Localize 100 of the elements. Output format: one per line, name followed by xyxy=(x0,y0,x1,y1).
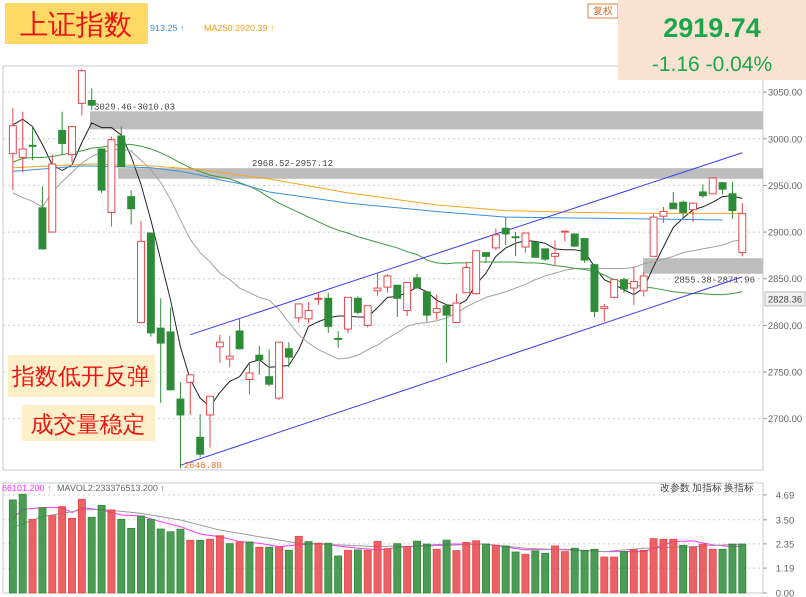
annotation: 2646.80 xyxy=(184,461,222,471)
bar xyxy=(255,546,264,594)
y-tick-label: 2850.00 xyxy=(768,274,802,286)
candlestick xyxy=(216,334,224,364)
candlestick xyxy=(482,252,490,264)
candlestick xyxy=(176,382,184,469)
bar xyxy=(718,548,727,594)
band-label: 2968.52-2957.12 xyxy=(252,159,334,170)
candlestick xyxy=(354,296,362,315)
annotation: 指数低开反弹 xyxy=(11,363,150,389)
bar xyxy=(117,518,126,594)
candlestick xyxy=(679,200,688,220)
annotation: MAVOL2:233376513.200 ↑ xyxy=(57,483,165,493)
bar xyxy=(344,550,352,594)
bar xyxy=(698,544,707,594)
bar xyxy=(265,546,274,594)
annotation: 加指标 xyxy=(692,482,722,494)
y-tick-label: 2750.00 xyxy=(768,368,802,379)
bar xyxy=(275,546,283,594)
annotation: -1.16 -0.04% xyxy=(652,53,772,76)
bar xyxy=(403,546,412,594)
bar xyxy=(659,538,668,594)
candlestick xyxy=(531,242,540,258)
text: MA250:2920.39 ↑ xyxy=(204,23,275,33)
annotation: 2828.36 xyxy=(768,294,802,306)
bar xyxy=(531,550,540,594)
bar xyxy=(294,536,303,594)
candlestick xyxy=(314,292,322,306)
bar xyxy=(610,556,618,594)
candlestick xyxy=(383,274,392,294)
bar xyxy=(560,551,569,594)
candlestick xyxy=(156,298,165,404)
candlestick xyxy=(560,230,569,242)
candlestick xyxy=(640,272,648,297)
bar xyxy=(728,544,736,594)
bar xyxy=(48,515,56,594)
candlestick xyxy=(265,349,274,387)
bar xyxy=(304,541,313,594)
bar xyxy=(551,546,559,594)
y-tick-label: 2.35 xyxy=(776,539,794,550)
candlestick xyxy=(502,216,510,246)
y-tick-label: 1.19 xyxy=(776,564,794,575)
candlestick xyxy=(196,414,204,458)
candlestick xyxy=(659,206,668,224)
candlestick xyxy=(294,303,303,324)
y-tick-label: 0.00 xyxy=(776,588,794,597)
bar xyxy=(196,540,204,594)
bar xyxy=(38,507,46,594)
bar xyxy=(472,540,480,594)
candlestick xyxy=(28,127,37,161)
candlestick xyxy=(413,274,421,289)
candlestick xyxy=(541,248,550,262)
candlestick xyxy=(432,294,441,320)
bar xyxy=(393,543,402,594)
candlestick xyxy=(620,277,628,294)
bar xyxy=(383,548,392,594)
candlestick xyxy=(512,232,520,257)
bar xyxy=(58,506,66,594)
bar xyxy=(88,516,96,594)
candlestick xyxy=(521,232,530,254)
bar xyxy=(364,550,372,594)
bar xyxy=(640,550,648,594)
candlestick xyxy=(570,233,579,248)
bar xyxy=(541,552,550,594)
candlestick xyxy=(718,182,727,196)
y-tick-label: 3000.00 xyxy=(768,134,802,146)
bar xyxy=(226,543,234,594)
bar xyxy=(512,552,520,594)
bar xyxy=(284,550,293,594)
bar xyxy=(176,528,184,594)
bar xyxy=(590,548,598,594)
y-tick-label: 2950.00 xyxy=(768,180,802,192)
bar xyxy=(630,549,638,594)
annotation: 换指标 xyxy=(724,482,754,494)
bar xyxy=(127,528,136,594)
candlestick xyxy=(422,291,431,322)
candlestick xyxy=(442,304,451,364)
bar xyxy=(68,518,76,594)
text: 2919.74 xyxy=(663,13,761,43)
bar xyxy=(206,538,214,594)
bar xyxy=(708,548,717,594)
y-tick-label: 2800.00 xyxy=(768,320,802,332)
bar xyxy=(334,556,342,594)
y-tick-label: 4.69 xyxy=(776,490,794,502)
candlestick xyxy=(698,184,707,198)
bar xyxy=(236,542,244,594)
bar xyxy=(324,542,332,594)
candlestick xyxy=(245,362,254,395)
candlestick xyxy=(58,111,66,156)
text: 复权 xyxy=(593,5,613,17)
candlestick xyxy=(88,88,96,110)
candlestick xyxy=(551,240,559,266)
bar xyxy=(98,504,106,594)
bar xyxy=(374,540,382,594)
candlestick xyxy=(610,279,618,299)
band-label: 3029.46-3010.03 xyxy=(94,102,176,112)
bar xyxy=(8,500,17,594)
bar xyxy=(442,540,451,594)
annotation: 成交量稳定 xyxy=(30,411,146,437)
bar xyxy=(354,550,362,594)
